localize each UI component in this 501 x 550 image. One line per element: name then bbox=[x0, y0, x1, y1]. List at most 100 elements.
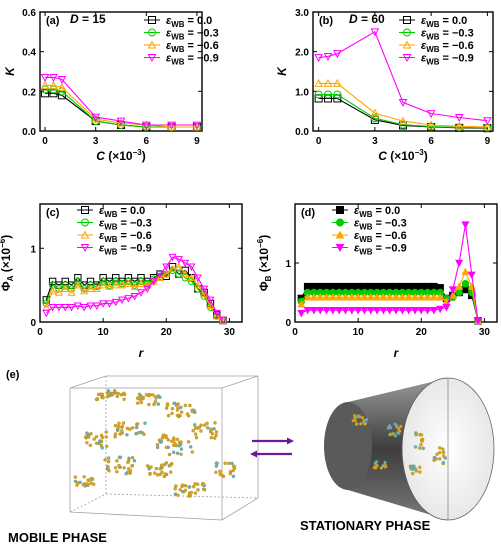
data-point bbox=[373, 306, 382, 315]
data-point bbox=[455, 123, 464, 132]
particle bbox=[397, 429, 402, 433]
data-point bbox=[168, 264, 177, 273]
particle bbox=[155, 445, 160, 450]
data-point bbox=[354, 306, 363, 315]
legend-marker bbox=[402, 54, 412, 63]
particle bbox=[130, 426, 135, 430]
x-tick-label: 3 bbox=[372, 136, 378, 147]
series-2 bbox=[42, 262, 228, 324]
particle bbox=[175, 408, 180, 412]
particle bbox=[441, 450, 446, 455]
particle bbox=[188, 403, 192, 408]
data-point bbox=[354, 292, 363, 301]
stationary-phase-cylinder bbox=[324, 377, 495, 521]
particle bbox=[135, 422, 140, 426]
particle bbox=[164, 445, 169, 449]
particle bbox=[178, 488, 182, 492]
legend-entry: εWB = −0.3 bbox=[99, 218, 152, 232]
data-point bbox=[212, 309, 221, 318]
data-point bbox=[86, 284, 95, 293]
data-point bbox=[454, 121, 464, 130]
particle bbox=[139, 430, 143, 434]
particle bbox=[125, 426, 130, 431]
particle bbox=[413, 445, 418, 449]
particle bbox=[379, 466, 383, 470]
data-point bbox=[314, 78, 323, 87]
particle bbox=[159, 439, 164, 444]
particle bbox=[441, 454, 446, 458]
particle bbox=[175, 451, 180, 455]
particle bbox=[115, 459, 119, 463]
data-point bbox=[174, 256, 183, 264]
data-point bbox=[155, 273, 164, 281]
particle bbox=[218, 469, 222, 473]
data-point bbox=[111, 280, 120, 289]
particle bbox=[175, 437, 180, 441]
particle bbox=[134, 425, 139, 430]
data-point bbox=[404, 306, 413, 315]
particle bbox=[104, 444, 109, 448]
data-point bbox=[370, 28, 380, 37]
particle bbox=[179, 452, 183, 456]
annotation-label: D = 15 bbox=[70, 12, 106, 26]
data-point bbox=[360, 292, 369, 301]
data-point bbox=[54, 288, 63, 296]
y-tick-label: 0 bbox=[30, 318, 36, 329]
particle bbox=[82, 475, 86, 479]
particle bbox=[191, 484, 196, 489]
particle bbox=[200, 482, 205, 487]
data-point bbox=[167, 121, 176, 130]
particle bbox=[418, 465, 422, 469]
data-point bbox=[483, 117, 492, 126]
particle bbox=[115, 470, 119, 474]
particle bbox=[127, 456, 131, 461]
data-point bbox=[206, 301, 215, 309]
series-3 bbox=[42, 253, 228, 325]
data-point bbox=[370, 108, 380, 117]
particle bbox=[179, 405, 183, 410]
particle bbox=[122, 466, 126, 470]
data-point bbox=[316, 306, 325, 315]
data-point bbox=[67, 304, 76, 312]
data-point bbox=[80, 285, 88, 293]
data-point bbox=[461, 279, 470, 288]
particle bbox=[179, 410, 184, 414]
particle bbox=[203, 423, 207, 427]
particle bbox=[163, 462, 167, 467]
data-point bbox=[314, 90, 323, 99]
data-point bbox=[124, 279, 133, 287]
particle bbox=[183, 484, 188, 488]
legend-entry: εWB = 0.0 bbox=[99, 205, 145, 219]
particle bbox=[441, 447, 445, 451]
particle bbox=[214, 433, 218, 438]
particle bbox=[414, 469, 419, 473]
particle bbox=[117, 455, 122, 459]
data-point bbox=[391, 292, 401, 301]
data-point bbox=[193, 280, 202, 289]
data-point bbox=[417, 306, 426, 315]
particle bbox=[94, 435, 99, 439]
data-point bbox=[373, 292, 382, 301]
data-point bbox=[91, 114, 101, 123]
particle bbox=[231, 468, 235, 473]
data-point bbox=[57, 75, 67, 84]
data-point bbox=[42, 309, 51, 318]
particle bbox=[355, 422, 359, 426]
legend-marker bbox=[147, 54, 157, 63]
data-point bbox=[49, 73, 58, 83]
data-point bbox=[436, 292, 445, 301]
data-point bbox=[99, 280, 108, 289]
particle bbox=[132, 459, 137, 463]
particle bbox=[124, 471, 128, 476]
legend-entry: εWB = −0.9 bbox=[166, 53, 219, 67]
y-tick-label: 0.0 bbox=[22, 127, 36, 138]
particle bbox=[170, 411, 174, 416]
x-axis-label: C (×10−3) bbox=[96, 148, 145, 163]
data-point bbox=[143, 285, 152, 294]
data-point bbox=[192, 121, 202, 130]
particle bbox=[122, 397, 126, 401]
particle bbox=[113, 423, 118, 428]
data-point bbox=[143, 280, 152, 289]
x-tick-label: 6 bbox=[144, 136, 150, 147]
